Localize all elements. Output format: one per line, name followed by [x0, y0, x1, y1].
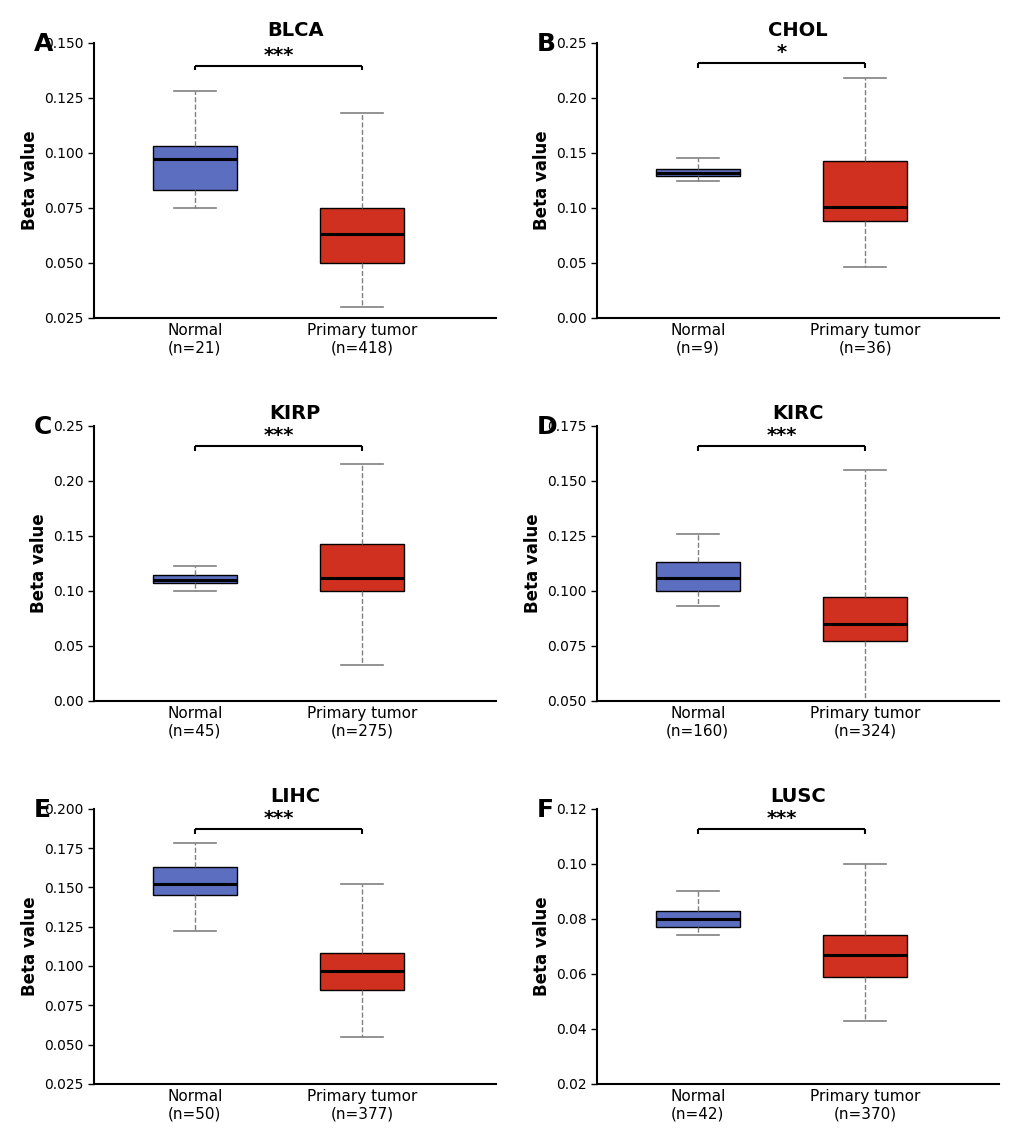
PathPatch shape: [153, 576, 236, 584]
Text: B: B: [537, 32, 555, 56]
PathPatch shape: [822, 161, 906, 222]
Text: F: F: [537, 798, 553, 822]
PathPatch shape: [655, 169, 739, 176]
Y-axis label: Beta value: Beta value: [532, 896, 550, 996]
PathPatch shape: [655, 562, 739, 590]
Title: KIRC: KIRC: [771, 404, 823, 423]
Title: CHOL: CHOL: [767, 21, 827, 40]
Text: D: D: [537, 415, 557, 439]
Text: ***: ***: [263, 426, 293, 445]
Title: LIHC: LIHC: [270, 787, 320, 806]
PathPatch shape: [153, 867, 236, 895]
Title: BLCA: BLCA: [267, 21, 323, 40]
Text: *: *: [775, 43, 786, 62]
PathPatch shape: [822, 597, 906, 642]
PathPatch shape: [320, 208, 404, 263]
Text: ***: ***: [765, 809, 796, 828]
Text: ***: ***: [765, 426, 796, 445]
Y-axis label: Beta value: Beta value: [20, 130, 39, 231]
Title: LUSC: LUSC: [769, 787, 825, 806]
Y-axis label: Beta value: Beta value: [20, 896, 39, 996]
Y-axis label: Beta value: Beta value: [532, 130, 550, 231]
Y-axis label: Beta value: Beta value: [524, 514, 541, 613]
PathPatch shape: [320, 544, 404, 590]
PathPatch shape: [153, 146, 236, 191]
Y-axis label: Beta value: Beta value: [30, 514, 48, 613]
Title: KIRP: KIRP: [269, 404, 321, 423]
Text: ***: ***: [263, 46, 293, 65]
Text: ***: ***: [263, 809, 293, 828]
PathPatch shape: [655, 910, 739, 927]
PathPatch shape: [822, 935, 906, 976]
Text: E: E: [34, 798, 51, 822]
Text: C: C: [34, 415, 52, 439]
PathPatch shape: [320, 954, 404, 990]
Text: A: A: [34, 32, 53, 56]
